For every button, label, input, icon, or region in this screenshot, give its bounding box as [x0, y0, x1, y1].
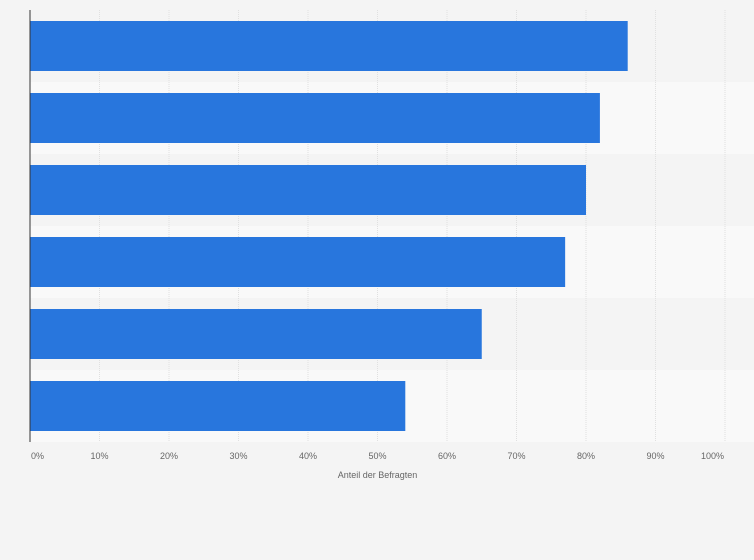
x-tick-label: 10% [90, 451, 108, 461]
row-bands [30, 10, 754, 442]
x-tick-label: 20% [160, 451, 178, 461]
x-tick-label: 60% [438, 451, 456, 461]
x-tick-label: 30% [229, 451, 247, 461]
x-tick-label: 100% [701, 451, 724, 461]
x-tick-label: 80% [577, 451, 595, 461]
bar[interactable] [30, 165, 586, 215]
x-tick-labels: 0% 10% 20% 30% 40% 50% 60% 70% 80% 90% 100% [31, 451, 724, 461]
bar[interactable] [30, 237, 566, 287]
bar[interactable] [30, 381, 406, 431]
x-tick-label: 50% [368, 451, 386, 461]
x-tick-label: 90% [646, 451, 664, 461]
x-axis-title: Anteil der Befragten [338, 470, 418, 480]
x-tick-label: 40% [299, 451, 317, 461]
bar[interactable] [30, 93, 600, 143]
bar[interactable] [30, 21, 628, 71]
x-tick-label: 0% [31, 451, 44, 461]
bars [30, 21, 628, 431]
x-tick-label: 70% [507, 451, 525, 461]
bar[interactable] [30, 309, 482, 359]
